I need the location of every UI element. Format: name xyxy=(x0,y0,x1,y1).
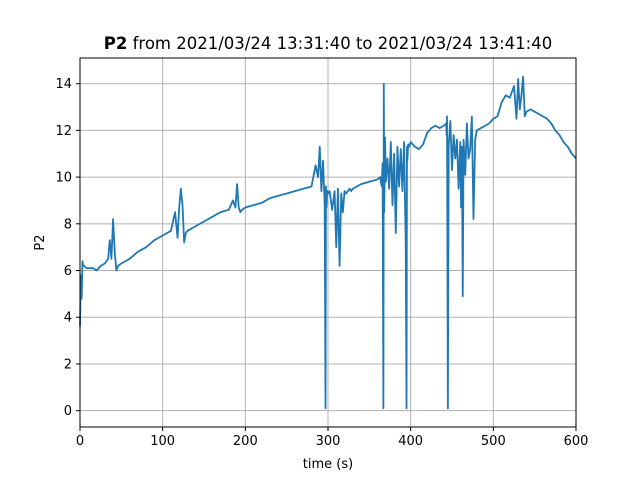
x-axis-label: time (s) xyxy=(303,457,353,472)
y-tick-label: 10 xyxy=(55,171,72,186)
y-tick-label: 14 xyxy=(55,77,72,92)
series-layer xyxy=(79,75,577,410)
x-tick-label: 100 xyxy=(150,434,175,449)
x-tick-label: 500 xyxy=(481,434,506,449)
y-axis: 0 2 4 6 8 10 12 14 xyxy=(55,77,80,419)
y-tick-label: 2 xyxy=(64,357,72,372)
x-tick-label: 300 xyxy=(316,434,341,449)
y-tick-label: 12 xyxy=(55,124,72,139)
x-tick-label: 0 xyxy=(76,434,84,449)
y-tick-label: 4 xyxy=(64,311,72,326)
x-tick-label: 400 xyxy=(398,434,423,449)
y-tick-label: 8 xyxy=(64,217,72,232)
series-line xyxy=(79,75,577,410)
title-rest: from 2021/03/24 13:31:40 to 2021/03/24 1… xyxy=(127,34,552,53)
y-axis-label: P2 xyxy=(33,234,48,250)
chart-title: P2 from 2021/03/24 13:31:40 to 2021/03/2… xyxy=(104,34,552,53)
y-tick-label: 6 xyxy=(64,264,72,279)
x-tick-label: 600 xyxy=(564,434,589,449)
title-bold: P2 xyxy=(104,34,128,53)
x-tick-label: 200 xyxy=(233,434,258,449)
y-tick-label: 0 xyxy=(64,404,72,419)
x-axis: 0 100 200 300 400 500 600 xyxy=(76,427,589,449)
